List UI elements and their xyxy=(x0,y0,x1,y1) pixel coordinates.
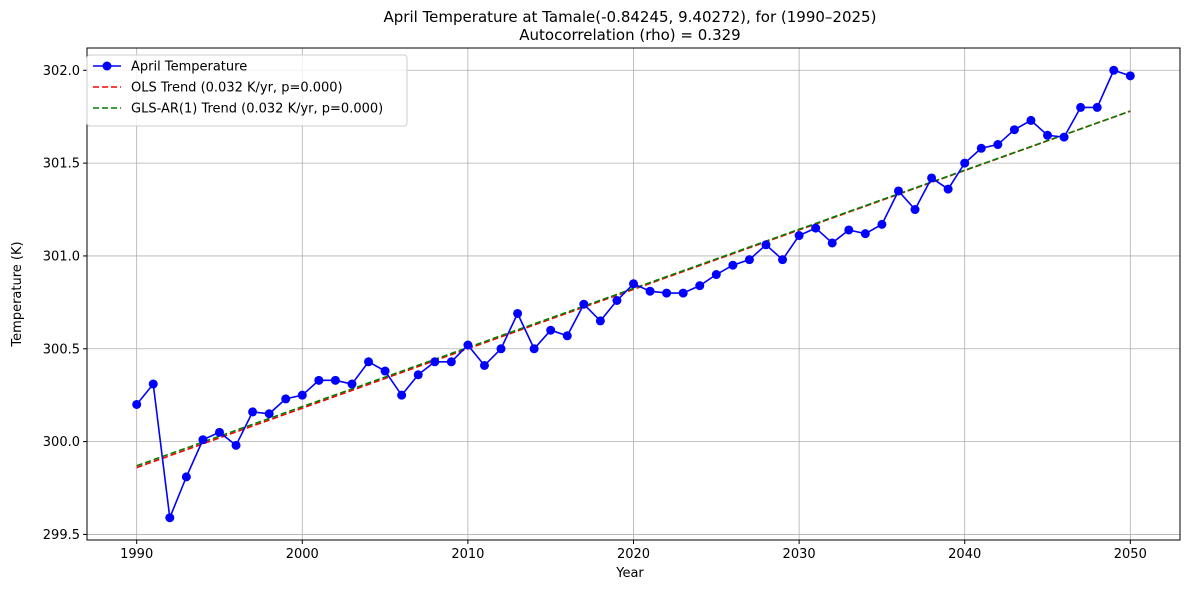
data-point xyxy=(529,344,539,354)
data-point xyxy=(678,288,688,298)
legend: April Temperature OLS Trend (0.032 K/yr, … xyxy=(86,54,408,127)
data-point xyxy=(1076,102,1086,112)
data-point xyxy=(281,394,291,404)
data-point xyxy=(711,270,721,280)
data-point xyxy=(893,186,903,196)
data-point xyxy=(976,143,986,153)
data-point xyxy=(198,435,208,445)
data-point xyxy=(1059,132,1069,142)
data-point xyxy=(1043,130,1053,140)
data-point xyxy=(794,231,804,241)
data-point xyxy=(1009,125,1019,135)
data-point xyxy=(148,379,158,389)
data-point xyxy=(960,158,970,168)
data-point xyxy=(943,184,953,194)
legend-label: GLS-AR(1) Trend (0.032 K/yr, p=0.000) xyxy=(131,102,383,117)
legend-box xyxy=(86,54,408,127)
grid-layer xyxy=(87,48,1180,540)
data-point xyxy=(927,173,937,183)
data-point xyxy=(496,344,506,354)
data-point xyxy=(330,375,340,385)
data-point xyxy=(1109,65,1119,75)
series-line-gls-ar-1-trend-0-032-k-yr-p-0-000 xyxy=(136,110,1131,467)
x-tick-label: 2030 xyxy=(783,547,816,562)
data-point xyxy=(347,379,357,389)
chart-subtitle: Autocorrelation (rho) = 0.329 xyxy=(519,26,740,44)
series-layer xyxy=(132,65,1135,523)
data-point xyxy=(364,357,374,367)
data-point xyxy=(993,140,1003,150)
data-point xyxy=(1026,115,1036,125)
data-point xyxy=(1092,102,1102,112)
data-point xyxy=(132,399,142,409)
x-axis-label: Year xyxy=(615,566,644,581)
data-point xyxy=(695,281,705,291)
data-point xyxy=(479,360,489,370)
data-point xyxy=(662,288,672,298)
y-tick-label: 301.0 xyxy=(43,249,80,264)
y-tick-label: 301.5 xyxy=(43,157,80,172)
legend-entries: April Temperature OLS Trend (0.032 K/yr, … xyxy=(93,60,383,117)
data-point xyxy=(546,325,556,335)
data-point xyxy=(397,390,407,400)
data-point xyxy=(827,238,837,248)
x-tick-label: 2020 xyxy=(617,547,650,562)
data-point xyxy=(562,331,572,341)
y-tick-label: 299.5 xyxy=(43,528,80,543)
chart-title: April Temperature at Tamale(-0.84245, 9.… xyxy=(384,8,877,26)
data-point xyxy=(860,229,870,239)
data-point xyxy=(629,279,638,289)
x-tick-label: 2040 xyxy=(948,547,981,562)
x-tick-label: 2010 xyxy=(451,547,484,562)
data-point xyxy=(297,390,307,400)
data-point xyxy=(264,409,274,419)
data-point xyxy=(463,340,473,350)
data-point xyxy=(513,308,523,318)
y-tick-label: 300.5 xyxy=(43,342,80,357)
data-point xyxy=(645,286,655,296)
data-point xyxy=(744,255,754,265)
data-point xyxy=(1125,71,1135,81)
legend-label: OLS Trend (0.032 K/yr, p=0.000) xyxy=(131,81,343,96)
data-point xyxy=(877,219,887,229)
data-point xyxy=(778,255,788,265)
data-point xyxy=(446,357,456,367)
data-point xyxy=(811,223,821,233)
data-point xyxy=(910,205,920,215)
tick-layer: 1990 2000 2010 2020 2030 2040 2050 299.5 300.0 30… xyxy=(43,64,1147,562)
data-point xyxy=(181,472,191,482)
data-point xyxy=(595,316,605,326)
y-tick-label: 302.0 xyxy=(43,64,80,79)
series-line-ols-trend-0-032-k-yr-p-0-000 xyxy=(136,110,1131,469)
data-point xyxy=(314,375,324,385)
data-point xyxy=(844,225,854,235)
y-tick-label: 300.0 xyxy=(43,435,80,450)
x-tick-label: 1990 xyxy=(120,547,153,562)
data-point xyxy=(579,299,589,309)
data-point xyxy=(728,260,738,270)
legend-marker xyxy=(102,61,112,71)
legend-label: April Temperature xyxy=(131,60,247,75)
x-tick-label: 2050 xyxy=(1114,547,1147,562)
x-tick-label: 2000 xyxy=(286,547,319,562)
y-axis-label: Temperature (K) xyxy=(10,241,25,347)
data-point xyxy=(165,513,175,523)
data-point xyxy=(248,407,258,417)
data-point xyxy=(612,295,622,305)
data-point xyxy=(214,427,224,437)
data-point xyxy=(761,240,771,250)
data-point xyxy=(430,357,440,367)
data-point xyxy=(380,366,390,376)
data-point xyxy=(413,370,423,380)
data-point xyxy=(231,440,241,450)
